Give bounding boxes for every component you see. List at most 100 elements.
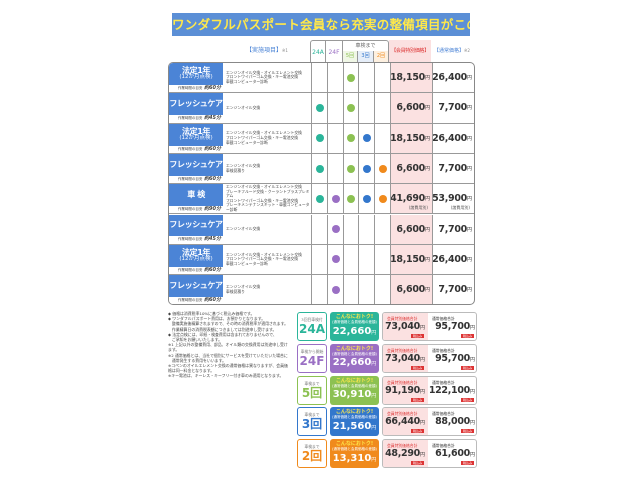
- service-item: 車載コンピューター診断: [226, 139, 268, 145]
- normal-total: 通常価格合計 122,100円 税込み: [428, 377, 476, 403]
- yen-unit: 円: [466, 75, 472, 82]
- yen-unit: 円: [469, 356, 475, 363]
- member-price: 6,600 円: [390, 275, 432, 304]
- work-time: 作業時間の目安 約60分: [169, 267, 223, 274]
- col-24a: 24A: [310, 40, 326, 62]
- work-time: 作業時間の目安 約60分: [169, 297, 223, 304]
- normal-total: 通常価格合計 88,000円 税込み: [428, 408, 476, 434]
- plan-name: 3回: [301, 417, 323, 432]
- yen-unit: 円: [424, 135, 430, 142]
- group-header: 車検まで: [342, 40, 389, 51]
- work-time-label: 作業時間の目安: [177, 267, 203, 272]
- yen-unit: 円: [419, 452, 425, 459]
- savings-box: こんなにおトク! (通常価格と会員価格の差額) 21,560円: [330, 407, 379, 437]
- plan-cell: [374, 153, 390, 184]
- service-label: 法定1年 (12か月点検) 作業時間の目安 約60分: [169, 123, 223, 153]
- work-time-label: 作業時間の目安: [177, 207, 203, 212]
- plan-cell: [343, 184, 358, 214]
- normal-price: 26,400 円: [432, 123, 474, 153]
- work-time: 作業時間の目安 約60分: [169, 85, 223, 92]
- yen-unit: 円: [419, 388, 425, 395]
- service-item: エンジンオイル交換・オイルエレメント交換: [226, 69, 302, 75]
- member-price: 6,600 円: [390, 214, 432, 244]
- tax-badge: 税込み: [410, 397, 424, 402]
- included-dot-icon: [315, 134, 324, 143]
- service-name-box: フレッシュケア: [169, 93, 223, 116]
- work-time: 作業時間の目安 約45分: [169, 236, 223, 243]
- member-price-value: 6,600: [396, 163, 425, 175]
- included-dot-icon: [362, 134, 371, 143]
- service-item: ブレーキメンテナンスキット・車載コンピューター診断: [226, 202, 310, 213]
- yen-unit: 円: [466, 135, 472, 142]
- plan-cell: [358, 153, 374, 184]
- work-time: 作業時間の目安 約60分: [169, 146, 223, 153]
- normal-price-header: 【通常価格】※2: [431, 40, 473, 62]
- member-price-value: 18,150: [390, 253, 425, 265]
- work-time-value: 約60分: [204, 175, 221, 182]
- work-time-label: 作業時間の目安: [177, 237, 203, 242]
- included-dot-icon: [315, 194, 324, 203]
- plan-cell: [311, 244, 327, 275]
- normal-total: 通常価格合計 95,700円 税込み: [428, 345, 476, 371]
- service-name: フレッシュケア: [169, 99, 223, 109]
- notes: ◆ 価格は消費税率10%に基づく税込み価格です。 ◆ ワンダフルパスポート費用は、…: [168, 311, 290, 379]
- plan-cell: [343, 244, 358, 275]
- yen-unit: 円: [424, 256, 430, 263]
- yen-unit: 円: [469, 388, 475, 395]
- member-price-value: 6,600: [396, 284, 425, 296]
- col-3: 3回: [357, 51, 373, 62]
- service-name-box: フレッシュケア: [169, 153, 223, 176]
- normal-price: 26,400 円: [432, 244, 474, 275]
- normal-total-value: 61,600: [435, 448, 470, 460]
- service-label: フレッシュケア 作業時間の目安 約45分: [169, 93, 223, 123]
- plan-cell: [327, 244, 343, 275]
- service-item: フロントワイパーゴム交換・キー電池交換: [226, 74, 299, 80]
- plan-cell: [374, 275, 390, 304]
- normal-price: 26,400 円: [432, 63, 474, 93]
- yen-unit: 円: [469, 452, 475, 459]
- service-item: エンジンオイル交換: [226, 225, 261, 231]
- savings-title: こんなにおトク!: [335, 441, 374, 448]
- work-time: 作業時間の目安 約60分: [169, 176, 223, 183]
- table-row: フレッシュケア 作業時間の目安 約45分 エンジンオイル交換 6,600 円 7,7…: [169, 214, 474, 245]
- plan-name: 24A: [299, 322, 325, 336]
- plan-cell: [343, 93, 358, 123]
- savings-title: こんなにおトク!: [335, 409, 374, 416]
- savings-value: 21,560: [332, 420, 372, 432]
- savings-value: 22,660: [332, 357, 372, 369]
- plan-cell: [343, 123, 358, 153]
- member-total-label: 会員特別価格合計: [387, 379, 418, 385]
- yen-unit: 円: [371, 329, 377, 336]
- plan-cell: [311, 93, 327, 123]
- plan-caption: 車検から開始: [300, 348, 324, 354]
- member-price-value: 18,150: [390, 72, 425, 84]
- member-total-value: 66,440: [385, 416, 420, 428]
- included-dot-icon: [315, 164, 324, 173]
- member-price: 6,600 円: [390, 93, 432, 123]
- yen-unit: 円: [419, 356, 425, 363]
- member-price: 6,600 円: [390, 153, 432, 184]
- yen-unit: 円: [371, 456, 377, 463]
- note-line: ◆ 法定点検には、印紙・検査費用は含まれておりませんので、: [168, 331, 277, 337]
- plan-card: 車検まで 3回 こんなにおトク! (通常価格と会員価格の差額) 21,560円 会員特…: [297, 407, 477, 437]
- normal-price-label: 【通常価格】: [434, 48, 465, 54]
- work-time-value: 約60分: [204, 84, 221, 91]
- included-dot-icon: [362, 194, 371, 203]
- savings-sub: (通常価格と会員価格の差額): [332, 447, 377, 452]
- service-item: フロントワイパーゴム交換・キー電池交換: [226, 256, 299, 262]
- service-name-box: 法定1年 (12か月点検): [169, 123, 223, 146]
- service-name-box: 法定1年 (12か月点検): [169, 244, 223, 267]
- service-item: 車検見積り: [226, 167, 245, 173]
- member-price-value: 6,600: [396, 102, 425, 114]
- table-row: 法定1年 (12か月点検) 作業時間の目安 約60分 エンジンオイル交換・オイルエ…: [169, 244, 474, 276]
- plan-caption: 車検まで: [304, 444, 320, 450]
- plan-badge: 3回目車検付 24A: [297, 312, 327, 341]
- service-item: 車載コンピューター診断: [226, 260, 268, 266]
- note-line: 整備実施後精算されますので、その時の消費税率が適用されます。: [168, 321, 289, 327]
- plan-cell: [311, 153, 327, 184]
- plan-cell: [343, 63, 358, 93]
- service-name: 法定1年: [182, 126, 210, 136]
- col-24f: 24F: [326, 40, 342, 62]
- savings-title: こんなにおトク!: [335, 345, 374, 352]
- member-total-value: 73,040: [385, 321, 420, 332]
